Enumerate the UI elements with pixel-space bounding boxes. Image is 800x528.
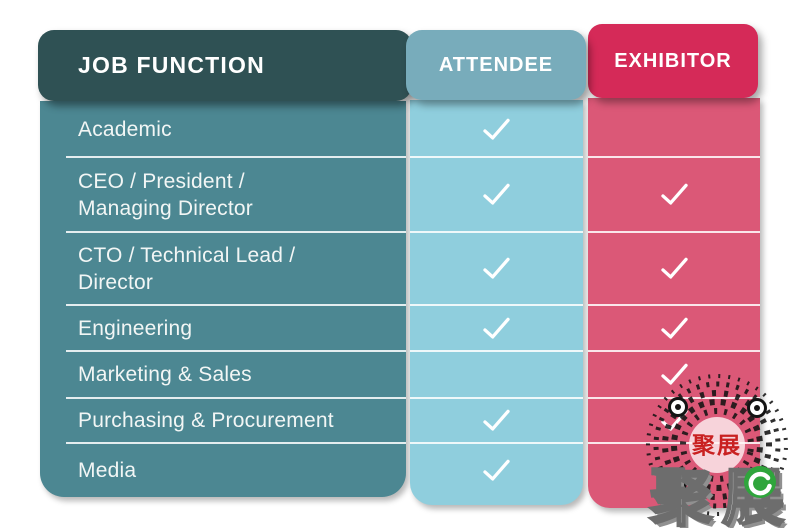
check-icon: [660, 363, 688, 385]
row-label: Media: [78, 458, 137, 482]
row-label: Marketing & Sales: [78, 363, 252, 386]
table-row: CEO / President / Managing Director: [40, 157, 406, 233]
attendee-column: [410, 100, 583, 505]
attendee-cell: [410, 101, 583, 158]
job-function-rows: Academic CEO / President / Managing Direc…: [40, 101, 406, 497]
row-label: Purchasing & Procurement: [78, 409, 334, 432]
table-row: Marketing & Sales: [40, 351, 406, 399]
check-icon: [483, 459, 510, 481]
check-icon: [660, 257, 688, 279]
attendee-cell: [410, 157, 583, 233]
qr-eye-icon: [667, 397, 767, 493]
attendee-cell: [410, 232, 583, 306]
table-row: Engineering: [40, 305, 406, 352]
attendee-cell: [410, 398, 583, 444]
attendee-cell: [410, 443, 583, 497]
attendee-rows: [410, 101, 583, 497]
check-icon: [483, 118, 510, 140]
attendee-cell: [410, 351, 583, 399]
qr-stamp-watermark: 聚展: [646, 374, 788, 516]
row-label: CEO / President / Managing Director: [78, 169, 253, 220]
exhibitor-cell: [588, 232, 760, 306]
row-label: CTO / Technical Lead / Director: [78, 243, 296, 294]
green-badge-icon: [744, 466, 776, 498]
row-label: Academic: [78, 117, 172, 141]
check-icon: [660, 183, 688, 205]
exhibitor-cell: [588, 101, 760, 158]
stamp-text: 聚展: [691, 433, 742, 459]
table-row: Media: [40, 443, 406, 497]
job-function-header: JOB FUNCTION: [38, 30, 412, 101]
check-icon: [483, 257, 510, 279]
check-icon: [483, 183, 510, 205]
table-row: Purchasing & Procurement: [40, 398, 406, 444]
exhibitor-cell: [588, 305, 760, 352]
check-icon: [483, 409, 510, 431]
check-icon: [660, 317, 688, 339]
exhibitor-header: EXHIBITOR: [588, 24, 758, 98]
stamp-center-disc: [689, 417, 745, 473]
check-icon: [483, 317, 510, 339]
table-row: CTO / Technical Lead / Director: [40, 232, 406, 306]
job-function-column: Academic CEO / President / Managing Direc…: [40, 101, 406, 497]
table-row: Academic: [40, 101, 406, 158]
row-label: Engineering: [78, 316, 193, 340]
exhibitor-cell: [588, 157, 760, 233]
attendee-cell: [410, 305, 583, 352]
attendee-header: ATTENDEE: [406, 30, 586, 100]
